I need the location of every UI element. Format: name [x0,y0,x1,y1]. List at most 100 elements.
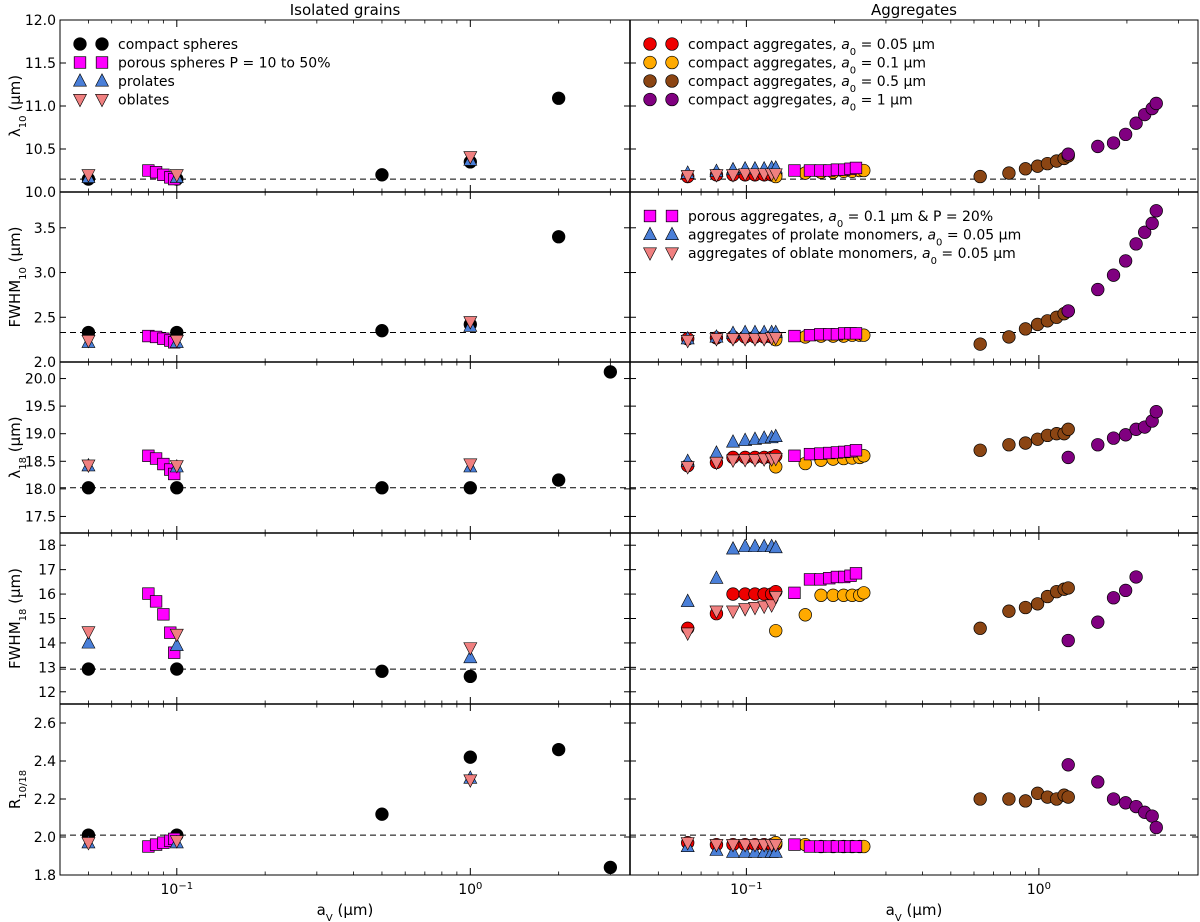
point-oblates [169,460,184,474]
point-porous-agg [849,444,863,457]
x-tick-label-base: 10 [458,882,476,898]
y-axis-label: λ10 (μm) [6,75,29,137]
point-compact-agg-1 [1149,404,1163,419]
point-compact-agg-1 [1061,633,1075,648]
legend-entry-label: compact aggregates, a0 = 1 μm [688,93,913,114]
series-porous-spheres [142,164,181,853]
legend-marker [665,74,679,88]
y-tick-label: 2.2 [34,792,56,808]
point-porous-agg [803,164,817,177]
y-tick-label: 11.5 [25,56,56,72]
point-oblate-agg [747,454,762,468]
legend-label-subscript: 0 [850,65,856,76]
legend-label-suffix: = 1 μm [856,93,913,109]
point-compact-agg-05 [973,621,987,635]
point-porous-agg [788,838,801,851]
series-prolates [81,152,478,849]
point-compact-spheres [375,324,389,338]
point-oblate-agg [738,333,753,347]
point-oblates [463,151,478,165]
y-tick-label: 3.0 [34,266,56,282]
point-oblate-agg [747,333,762,347]
point-compact-agg-05 [1002,166,1016,180]
point-compact-spheres [81,481,96,495]
point-prolate-agg [726,434,741,448]
y-tick-label: 11.0 [25,99,56,115]
legend-entry-label: compact spheres [118,37,238,53]
point-compact-agg-05 [973,337,987,351]
legend-label-a: a [927,228,936,244]
x-tick-label: 10−1 [161,881,194,899]
y-tick-label: 3.5 [34,221,56,237]
y-tick-label: 2.5 [34,310,56,326]
point-compact-agg-1 [1091,615,1105,629]
point-compact-agg-1 [1091,282,1105,297]
legend-marker [95,37,109,51]
point-compact-agg-1 [1061,758,1075,772]
legend-marker [665,247,679,261]
point-porous-agg [849,840,863,853]
point-compact-agg-1 [1149,96,1163,111]
column-titles: Isolated grains Aggregates [290,1,957,19]
legend-label-suffix: = 0.1 μm [856,56,926,72]
series-oblate-agg [680,168,783,853]
point-prolate-agg [768,428,783,442]
point-oblate-agg [709,456,724,471]
y-axis-label-main: λ [6,470,24,479]
point-prolates [81,635,96,649]
point-compact-agg-01 [857,586,871,600]
y-tick-label: 2.6 [34,716,56,732]
point-prolate-agg [747,538,762,552]
x-tick-label: 10−1 [730,881,763,899]
point-oblates [169,169,184,183]
point-oblate-agg [726,839,741,853]
point-compact-agg-1 [1145,809,1159,823]
point-oblate-agg [764,599,779,613]
legend-marker [95,73,109,87]
point-compact-agg-05 [1018,322,1033,336]
legend-label-a: a [841,37,850,53]
point-compact-spheres [603,365,618,379]
legend-marker [643,226,657,240]
legend-label-a: a [841,93,850,109]
point-prolate-agg [709,570,724,584]
series-compact-agg-1 [1061,96,1163,835]
point-compact-agg-05 [1002,792,1016,806]
y-axis-label-sub: 10 [18,267,29,280]
point-oblates [81,626,96,640]
point-compact-spheres [552,230,566,244]
point-compact-spheres [170,662,184,676]
point-compact-agg-05 [973,169,987,184]
legend-label-subscript: 0 [850,102,856,113]
y-axis-label-sub: 10/18 [18,770,29,799]
y-tick-label: 12 [38,685,56,701]
legend-marker [665,55,679,70]
column-title-aggregates: Aggregates [871,1,957,19]
point-compact-agg-05 [1018,162,1033,176]
legend-marker [95,56,109,69]
point-oblate-agg [709,605,724,620]
y-tick-label: 2.0 [34,355,56,371]
point-compact-agg-1 [1106,136,1121,150]
point-compact-agg-05 [1002,330,1016,344]
point-oblate-agg [738,603,753,617]
y-tick-label: 13 [38,660,56,676]
point-compact-agg-1 [1149,204,1163,218]
point-oblates [169,335,184,349]
legend-entry-label: prolates [118,74,175,90]
legend-0: compact spheres porous spheres P = 10 to … [73,37,331,109]
legend-2: porous aggregates, a0 = 0.1 μm & P = 20%… [643,209,1021,267]
point-porous-spheres [149,595,163,608]
point-compact-spheres [463,669,477,684]
x-tick-label-base: 10 [1027,882,1045,898]
point-porous-agg [849,327,863,340]
y-tick-label: 14 [38,636,56,652]
point-oblate-agg [726,605,741,620]
point-compact-agg-1 [1106,268,1121,282]
legend-entry-label: oblates [118,93,169,109]
y-tick-label: 10.0 [25,185,56,201]
point-porous-agg [788,449,801,462]
legend-marker [665,226,679,240]
